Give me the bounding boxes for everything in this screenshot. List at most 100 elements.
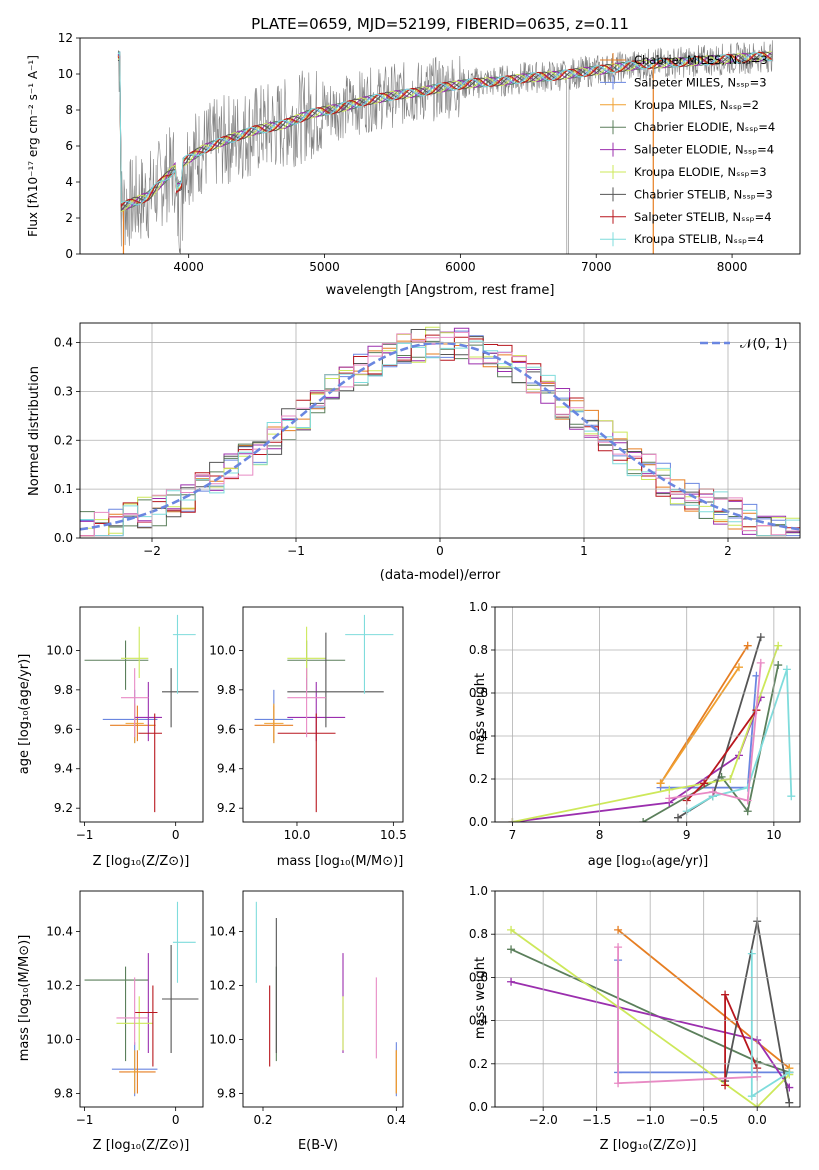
spectrum-x-tick-label: 5000	[309, 260, 340, 274]
mass-age-frame	[242, 606, 404, 823]
spectrum-y-tick-label: 12	[58, 31, 73, 45]
spectrum-y-tick-label: 2	[65, 211, 73, 225]
age-weight-series-line	[669, 662, 762, 802]
age-weight-point-marker	[665, 794, 674, 803]
spectrum-y-tick-label: 6	[65, 139, 73, 153]
age-weight-x-tick-label: 8	[596, 828, 604, 842]
mass-age-y-tick-label: 9.4	[217, 762, 236, 776]
z-weight-point-marker	[614, 925, 623, 934]
ebv-mass-x-tick-label: 0.4	[387, 1113, 406, 1127]
z-weight-point-marker	[785, 1098, 794, 1107]
z-mass-marks	[84, 901, 199, 1097]
z-mass-panel: Z [log₁₀(Z/Z⊙)] mass [log₁₀(M/M⊙)] −1 0 9.…	[17, 890, 204, 1153]
age-weight-point-marker	[743, 796, 752, 805]
age-weight-point-marker	[782, 665, 791, 674]
residuals-x-tick-label: 0	[436, 544, 444, 558]
z-weight-y-tick-label: 0.4	[469, 1014, 488, 1028]
residuals-x-tick-label: −2	[143, 544, 161, 558]
age-weight-point-marker	[756, 633, 765, 642]
spectrum-ylabel: Flux [fλ10⁻¹⁷ erg cm⁻² s⁻¹ A⁻¹]	[26, 55, 40, 237]
z-weight-y-tick-label: 1.0	[469, 884, 488, 898]
ebv-mass-marks	[255, 901, 397, 1097]
age-weight-y-tick-label: 0.0	[469, 815, 488, 829]
residuals-y-tick-label: 0.3	[54, 384, 73, 398]
ebv-mass-x-tick-label: 0.2	[253, 1113, 272, 1127]
age-weight-series-line	[642, 664, 780, 822]
mass-age-y-tick-label: 10.0	[209, 643, 236, 657]
z-mass-y-tick-label: 9.8	[54, 1087, 73, 1101]
z-weight-point-marker	[507, 925, 516, 934]
z-age-x-tick-label: −1	[76, 828, 94, 842]
z-mass-ylabel: mass [log₁₀(M/M⊙)]	[17, 935, 32, 1062]
spectrum-plot-area	[80, 38, 800, 254]
age-weight-point-marker	[756, 658, 765, 667]
residuals-panel: (data-model)/error Normed distribution −…	[27, 322, 801, 583]
z-age-marks	[84, 614, 199, 813]
residuals-y-tick-label: 0.0	[54, 531, 73, 545]
age-weight-point-marker	[665, 785, 674, 794]
age-weight-x-tick-label: 10	[766, 828, 781, 842]
z-weight-point-marker	[614, 1079, 623, 1088]
spectrum-x-tick-label: 7000	[581, 260, 612, 274]
z-weight-point-marker	[507, 977, 516, 986]
age-weight-y-tick-label: 0.6	[469, 686, 488, 700]
residuals-y-tick-label: 0.2	[54, 433, 73, 447]
spectrum-legend-label: Kroupa MILES, Nₛₛₚ=2	[634, 98, 759, 112]
age-weight-y-tick-label: 0.8	[469, 643, 488, 657]
z-mass-y-tick-label: 10.0	[46, 1033, 73, 1047]
ebv-mass-panel: E(B-V) 0.2 0.4 9.8 10.0 10.2 10.4	[209, 890, 406, 1153]
z-mass-y-tick-label: 10.2	[46, 979, 73, 993]
z-weight-point-marker	[785, 1068, 794, 1077]
age-weight-point-marker	[743, 641, 752, 650]
z-weight-point-marker	[747, 949, 756, 958]
spectrum-legend-label: Kroupa ELODIE, Nₛₛₚ=3	[634, 165, 767, 179]
spectrum-panel: wavelength [Angstrom, rest frame] Flux […	[26, 31, 801, 298]
spectrum-model-line	[117, 51, 772, 206]
residuals-ylabel: Normed distribution	[27, 366, 42, 496]
residuals-frame	[79, 322, 801, 539]
ebv-mass-y-tick-label: 10.0	[209, 1033, 236, 1047]
mass-age-x-tick-label: 10.0	[284, 828, 311, 842]
z-weight-point-marker	[721, 1081, 730, 1090]
spectrum-y-tick-label: 8	[65, 103, 73, 117]
spectrum-legend-label: Chabrier MILES, Nₛₛₚ=3	[634, 53, 768, 67]
spectrum-model-line	[117, 52, 772, 210]
z-mass-y-tick-label: 10.4	[46, 925, 73, 939]
residuals-y-tick-label: 0.1	[54, 482, 73, 496]
z-weight-y-tick-label: 0.6	[469, 970, 488, 984]
spectrum-model-line	[117, 51, 773, 208]
age-weight-ylabel: mass weight	[473, 673, 488, 755]
z-mass-x-tick-label: 0	[172, 1113, 180, 1127]
z-weight-xlabel: Z [log₁₀(Z/Z⊙)]	[600, 1138, 697, 1153]
age-weight-y-tick-label: 0.2	[469, 772, 488, 786]
ebv-mass-y-tick-label: 10.4	[209, 925, 236, 939]
z-age-y-tick-label: 9.8	[54, 683, 73, 697]
z-weight-x-tick-label: −1.0	[636, 1113, 665, 1127]
z-weight-x-tick-label: −1.5	[582, 1113, 611, 1127]
age-weight-xlabel: age [log₁₀(age/yr)]	[588, 854, 709, 869]
age-weight-point-marker	[774, 661, 783, 670]
z-age-y-tick-label: 9.4	[54, 762, 73, 776]
age-weight-x-tick-label: 7	[509, 828, 517, 842]
z-mass-xlabel: Z [log₁₀(Z/Z⊙)]	[93, 1138, 190, 1153]
age-weight-point-marker	[735, 663, 743, 672]
age-weight-panel: age [log₁₀(age/yr)] mass weight 7 8 9 10 0.0…	[469, 600, 801, 869]
residuals-legend-label: 𝒩(0, 1)	[740, 337, 787, 352]
age-weight-point-marker	[743, 783, 752, 792]
residuals-y-tick-label: 0.4	[54, 336, 73, 350]
spectrum-x-tick-label: 4000	[173, 260, 204, 274]
z-weight-plot-area	[495, 891, 800, 1107]
spectrum-legend-label: Salpeter MILES, Nₛₛₚ=3	[634, 75, 767, 89]
residuals-x-tick-label: 1	[580, 544, 588, 558]
residuals-x-tick-label: 2	[724, 544, 732, 558]
ebv-mass-xlabel: E(B-V)	[298, 1138, 338, 1153]
spectrum-model-line	[117, 51, 772, 212]
z-weight-series-line	[510, 929, 790, 1107]
residuals-xlabel: (data-model)/error	[380, 568, 501, 583]
residuals-x-tick-label: −1	[287, 544, 305, 558]
age-weight-series-line	[659, 666, 740, 784]
z-weight-point-marker	[747, 1092, 756, 1101]
spectrum-marks	[117, 40, 774, 254]
spectrum-model-line	[117, 51, 773, 212]
